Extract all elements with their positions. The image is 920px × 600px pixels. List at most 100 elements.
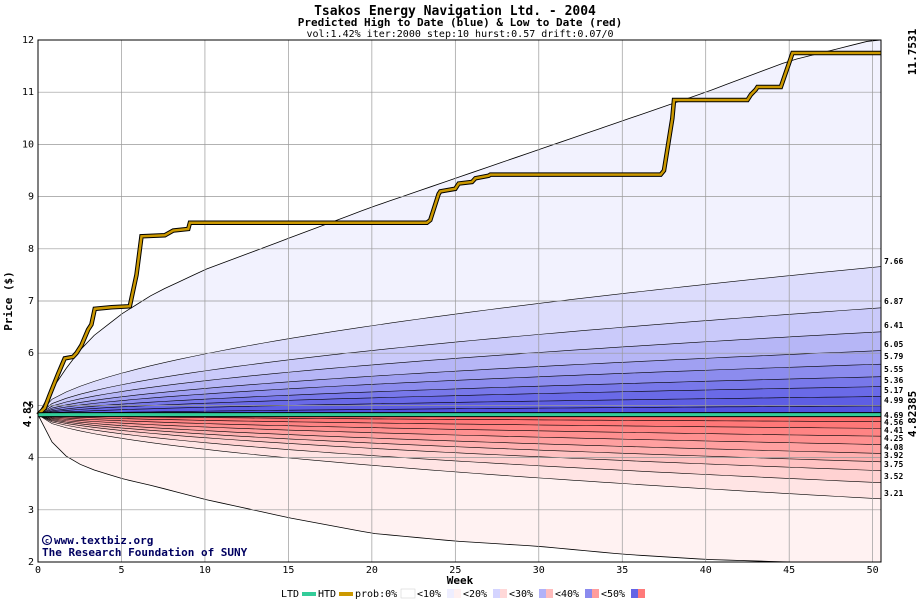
- band-boundary-12: [37, 414, 882, 437]
- lower-band-3: [38, 414, 881, 471]
- lower-band-4: [38, 414, 881, 462]
- legend-p10-swatch-red: [454, 589, 461, 598]
- band-end-label: 4.25: [884, 434, 903, 443]
- band-boundary-1: [37, 266, 882, 415]
- chart-params: vol:1.42% iter:2000 step:10 hurst:0.57 d…: [306, 29, 613, 40]
- band-boundary-4: [37, 350, 882, 416]
- band-boundary-13: [37, 414, 882, 445]
- band-boundary-9: [37, 405, 882, 416]
- band-boundary-11: [37, 414, 882, 429]
- x-tick-label: 0: [35, 565, 41, 576]
- lower-band-5: [38, 414, 881, 454]
- legend-p50-label: <50%: [601, 589, 625, 600]
- band-end-label: 4.99: [884, 396, 903, 405]
- y-tick-label: 3: [28, 505, 34, 516]
- htd-line: [37, 51, 881, 416]
- legend-p50-swatch-red: [638, 589, 645, 598]
- ltd-end-label: 4.82385: [906, 391, 919, 437]
- legend: LTD HTD prob:0% <10% <20% <30% <40% <50%: [281, 588, 645, 600]
- x-tick-label: 25: [449, 565, 461, 576]
- y-tick-label: 2: [28, 557, 34, 568]
- legend-p40-label: <40%: [555, 589, 579, 600]
- x-tick-labels: 0 5 10 15 20 25 30 35 40 45 50: [35, 565, 879, 576]
- legend-p30-swatch-blue: [539, 589, 546, 598]
- y-tick-label: 10: [22, 139, 34, 150]
- x-tick-label: 40: [700, 565, 712, 576]
- x-tick-label: 30: [533, 565, 545, 576]
- y-tick-label: 4: [28, 453, 34, 464]
- band-end-label: 5.17: [884, 386, 903, 395]
- credit-site: www.textbiz.org: [54, 534, 153, 547]
- upper-band-5: [38, 364, 881, 415]
- y-tick-label: 12: [22, 35, 34, 46]
- band-boundary-3: [37, 331, 882, 416]
- legend-p30-swatch-red: [546, 589, 553, 598]
- start-value-label: 4.82: [21, 401, 34, 428]
- upper-band-4: [38, 350, 881, 415]
- x-tick-label: 10: [199, 565, 211, 576]
- band-end-label: 4.41: [884, 426, 903, 435]
- x-tick-label: 15: [282, 565, 294, 576]
- x-tick-label: 5: [118, 565, 124, 576]
- chart-title: Tsakos Energy Navigation Ltd. - 2004: [314, 4, 596, 19]
- legend-prob0-swatch: [400, 588, 416, 599]
- y-tick-label: 11: [22, 87, 34, 98]
- upper-band-7: [38, 386, 881, 415]
- legend-p20-swatch-blue: [493, 589, 500, 598]
- band-end-label: 3.92: [884, 451, 903, 460]
- copyright-c: c: [45, 537, 49, 545]
- band-boundary-17: [37, 414, 882, 483]
- band-boundary-7: [37, 386, 882, 416]
- legend-htd-label: HTD: [318, 589, 336, 600]
- band-end-label: 6.05: [884, 340, 903, 349]
- legend-p40-swatch-red: [592, 589, 599, 598]
- legend-p30-label: <30%: [509, 589, 533, 600]
- band-end-label: 4.69: [884, 411, 903, 420]
- y-tick-label: 7: [28, 296, 34, 307]
- band-end-label: 7.66: [884, 257, 903, 266]
- y-tick-label: 6: [28, 348, 34, 359]
- band-boundary-10: [37, 414, 882, 422]
- legend-prob0-label: prob:0%: [355, 589, 397, 600]
- x-tick-label: 35: [616, 565, 628, 576]
- band-end-label: 6.87: [884, 297, 903, 306]
- y-tick-label: 9: [28, 192, 34, 203]
- htd-end-label: 11.7531: [906, 28, 919, 75]
- lower-envelope-line: [37, 414, 881, 563]
- band-boundary-8: [37, 396, 882, 416]
- lower-band-1: [38, 414, 881, 499]
- y-axis-title: Price ($): [2, 271, 15, 331]
- legend-p40-swatch-blue: [585, 589, 592, 598]
- upper-band-1: [38, 266, 881, 415]
- legend-p10-swatch-blue: [447, 589, 454, 598]
- band-end-label: 5.55: [884, 365, 903, 374]
- chart-subtitle: Predicted High to Date (blue) & Low to D…: [298, 16, 623, 29]
- credit-block: c www.textbiz.org The Research Foundatio…: [41, 534, 248, 559]
- legend-p10-label: <10%: [417, 589, 441, 600]
- y-tick-label: 5: [28, 400, 34, 411]
- lower-band-2: [38, 414, 881, 483]
- band-end-label: 4.56: [884, 418, 903, 427]
- legend-ltd-label: LTD: [281, 589, 299, 600]
- copyright-icon: [41, 534, 53, 546]
- band-boundary-2: [37, 307, 882, 416]
- upper-envelope-line: [37, 39, 882, 415]
- lower-band-7: [38, 414, 881, 437]
- y-tick-labels: 2 3 4 5 6 7 8 9 10 11 12: [22, 35, 34, 568]
- band-end-label: 5.79: [884, 352, 903, 361]
- band-end-label: 5.36: [884, 376, 903, 385]
- upper-band-3: [38, 331, 881, 415]
- band-end-label: 6.41: [884, 321, 903, 330]
- x-axis-title: Week: [447, 574, 474, 587]
- band-boundary-5: [37, 363, 882, 416]
- y-tick-label: 8: [28, 244, 34, 255]
- band-boundary-6: [37, 376, 882, 416]
- band-boundary-18: [37, 414, 882, 500]
- series-lines: [36, 50, 881, 418]
- x-tick-label: 20: [366, 565, 378, 576]
- upper-band-6: [38, 376, 881, 415]
- band-end-label: 3.52: [884, 472, 903, 481]
- band-end-label: 4.08: [884, 443, 903, 452]
- band-end-label: 3.21: [884, 489, 903, 498]
